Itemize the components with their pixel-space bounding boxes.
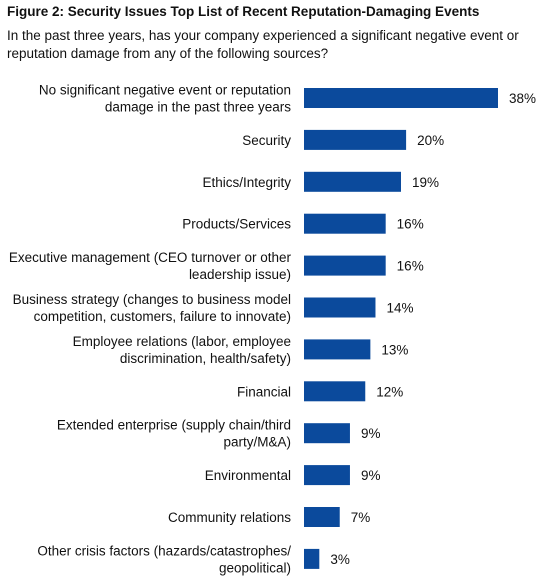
bar: [304, 465, 350, 486]
bar-value-label: 13%: [381, 342, 408, 357]
bar: [304, 255, 386, 276]
bar-value-label: 16%: [397, 217, 424, 232]
chart-subtitle: In the past three years, has your compan…: [7, 28, 519, 61]
category-label: No significant negative event or reputat…: [39, 83, 291, 115]
category-label: Financial: [237, 384, 291, 399]
category-label: Products/Services: [182, 217, 291, 232]
chart-title: Figure 2: Security Issues Top List of Re…: [7, 4, 480, 19]
bar-value-label: 9%: [361, 468, 381, 483]
bar-value-label: 14%: [386, 301, 413, 316]
bar-value-label: 38%: [509, 91, 536, 106]
bar: [304, 88, 498, 108]
bar: [304, 548, 320, 569]
bar: [304, 381, 366, 402]
category-label: Extended enterprise (supply chain/third p…: [57, 418, 291, 450]
bar-value-label: 9%: [361, 426, 381, 441]
bar-value-label: 12%: [376, 384, 403, 399]
bar: [304, 213, 386, 234]
bar: [304, 129, 407, 150]
bar: [304, 171, 401, 192]
bar-value-label: 7%: [351, 510, 371, 525]
bar: [304, 339, 371, 360]
category-label: Business strategy (changes to business m…: [13, 292, 291, 324]
bar-value-label: 19%: [412, 175, 439, 190]
category-label: Employee relations (labor, employee discr…: [73, 334, 291, 366]
bar-value-label: 3%: [330, 552, 350, 567]
category-label: Other crisis factors (hazards/catastroph…: [37, 543, 291, 575]
category-label: Executive management (CEO turnover or ot…: [9, 250, 292, 282]
category-label: Security: [242, 133, 291, 148]
bar-value-label: 20%: [417, 133, 444, 148]
category-label: Community relations: [168, 510, 291, 525]
bar-value-label: 16%: [397, 259, 424, 274]
category-label: Ethics/Integrity: [202, 175, 291, 190]
category-label: Environmental: [205, 468, 291, 483]
bar: [304, 507, 340, 527]
bar: [304, 297, 376, 318]
bar: [304, 423, 350, 444]
